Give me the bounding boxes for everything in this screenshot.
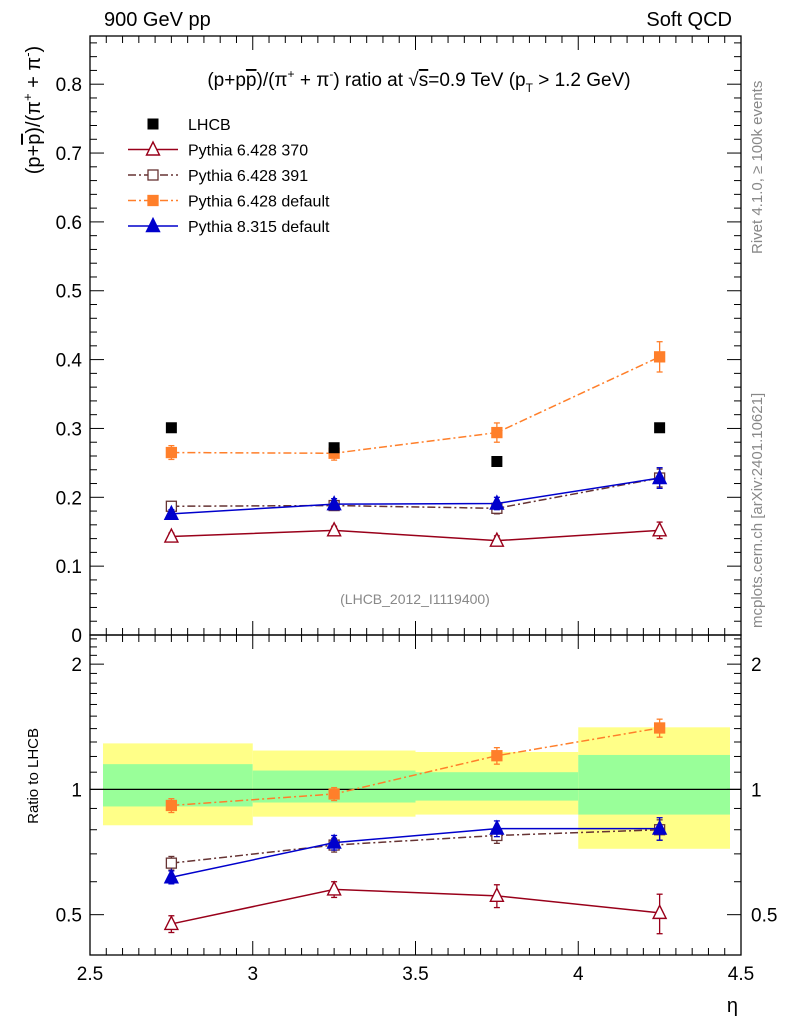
series-2-point — [491, 426, 503, 439]
series-3-ratio-point — [326, 833, 342, 849]
y-axis-title: (p+p)/(π+ + π-) — [20, 46, 45, 174]
series-1-ratio-line — [171, 828, 660, 864]
legend-label: Pythia 6.428 391 — [188, 168, 308, 185]
legend-marker — [147, 194, 159, 207]
ratio-y-tick-label-right: 1 — [751, 780, 762, 801]
lhcb-point — [165, 422, 177, 434]
series-3-line — [171, 477, 660, 515]
x-tick-label: 3.5 — [402, 964, 428, 985]
y-tick-label: 0.6 — [56, 213, 82, 234]
series-0-point — [326, 521, 342, 537]
series-3-point — [163, 504, 180, 521]
band-inner — [103, 764, 253, 807]
series-1-line — [171, 477, 660, 510]
series-2-point — [653, 351, 666, 363]
band-inner — [578, 754, 730, 815]
lhcb-point — [654, 422, 666, 434]
x-tick-label: 3 — [247, 964, 258, 985]
ratio-y-tick-label: 1 — [71, 780, 82, 801]
x-tick-label: 4.5 — [728, 964, 754, 985]
y-tick-label: 0.1 — [56, 557, 82, 578]
series-0-point — [163, 527, 180, 543]
legend-label: Pythia 6.428 370 — [188, 143, 308, 160]
series-0-ratio-line — [171, 888, 660, 925]
y-tick-label: 0.3 — [56, 419, 82, 440]
ratio-y-tick-label-right: 0.5 — [751, 906, 777, 927]
legend-label: Pythia 6.428 default — [188, 194, 330, 211]
x-tick-label: 2.5 — [77, 964, 103, 985]
y-tick-label: 0.7 — [56, 144, 82, 165]
series-0-point — [489, 531, 505, 547]
series-2-ratio-line — [171, 727, 660, 807]
series-2-ratio-point — [328, 788, 340, 800]
lhcb-point — [328, 442, 340, 454]
series-0-ratio-point — [489, 886, 505, 903]
header-left: 900 GeV pp — [104, 9, 211, 31]
series-2-ratio-point — [165, 799, 178, 812]
series-3-ratio-point — [489, 819, 505, 835]
series-2-line — [171, 356, 660, 454]
uncertainty-bands — [103, 727, 730, 849]
series-0-point — [651, 521, 668, 537]
series-layer — [163, 341, 668, 935]
legend-marker — [147, 169, 159, 181]
series-3-point — [651, 468, 668, 485]
series-3-ratio-point — [651, 819, 668, 835]
legend-label: Pythia 8.315 default — [188, 219, 330, 236]
y-tick-label: 0.5 — [56, 282, 82, 303]
series-3-ratio-point — [163, 868, 180, 884]
y-tick-label: 0 — [71, 626, 82, 647]
y-tick-label: 0.2 — [56, 488, 82, 509]
ratio-y-axis-title: Ratio to LHCB — [25, 728, 42, 824]
series-0-line — [171, 529, 660, 542]
series-3-point — [326, 495, 342, 511]
x-tick-label: 4 — [573, 964, 584, 985]
analysis-tag: (LHCB_2012_I1119400) — [340, 591, 490, 607]
series-2-ratio-point — [491, 750, 503, 762]
series-2-point — [165, 446, 178, 459]
series-2-ratio-point — [653, 722, 666, 734]
y-tick-label: 0.4 — [56, 351, 83, 372]
band-inner — [415, 772, 579, 801]
lhcb-point — [491, 455, 503, 467]
x-axis-title: η — [727, 995, 738, 1017]
ratio-y-tick-label: 2 — [71, 655, 82, 676]
legend-marker — [145, 140, 161, 156]
chart-title: (p+pp)/(π+ + π-) ratio at √s=0.9 TeV (pT… — [207, 67, 630, 95]
legend-marker-lhcb — [147, 118, 159, 130]
series-0-ratio-point — [326, 880, 342, 896]
ratio-y-tick-label-right: 2 — [751, 655, 762, 676]
legend-marker — [145, 216, 161, 233]
series-0-ratio-point — [651, 903, 668, 920]
series-3-ratio-line — [171, 827, 660, 878]
legend: LHCB Pythia 6.428 370 Pythia 6.428 391 Pyth… — [128, 117, 330, 236]
series-3-point — [489, 494, 505, 510]
series-0-ratio-point — [163, 914, 180, 931]
legend-label: LHCB — [188, 117, 231, 134]
data-layer — [165, 422, 666, 467]
source-label: mcplots.cern.ch [arXiv:2401.10621] — [749, 393, 766, 628]
series-1-ratio-point — [165, 857, 178, 869]
y-tick-label: 0.8 — [56, 75, 82, 96]
header-right: Soft QCD — [646, 9, 732, 31]
ratio-y-tick-label: 0.5 — [56, 906, 82, 927]
rivet-label: Rivet 4.1.0, ≥ 100k events — [749, 81, 766, 254]
axis-ticks: 2.5 3 3.5 4 4.5 0 0.1 0.2 0.3 0.4 0.5 0.6 0.7 0.8 0.5 0… — [56, 36, 777, 985]
